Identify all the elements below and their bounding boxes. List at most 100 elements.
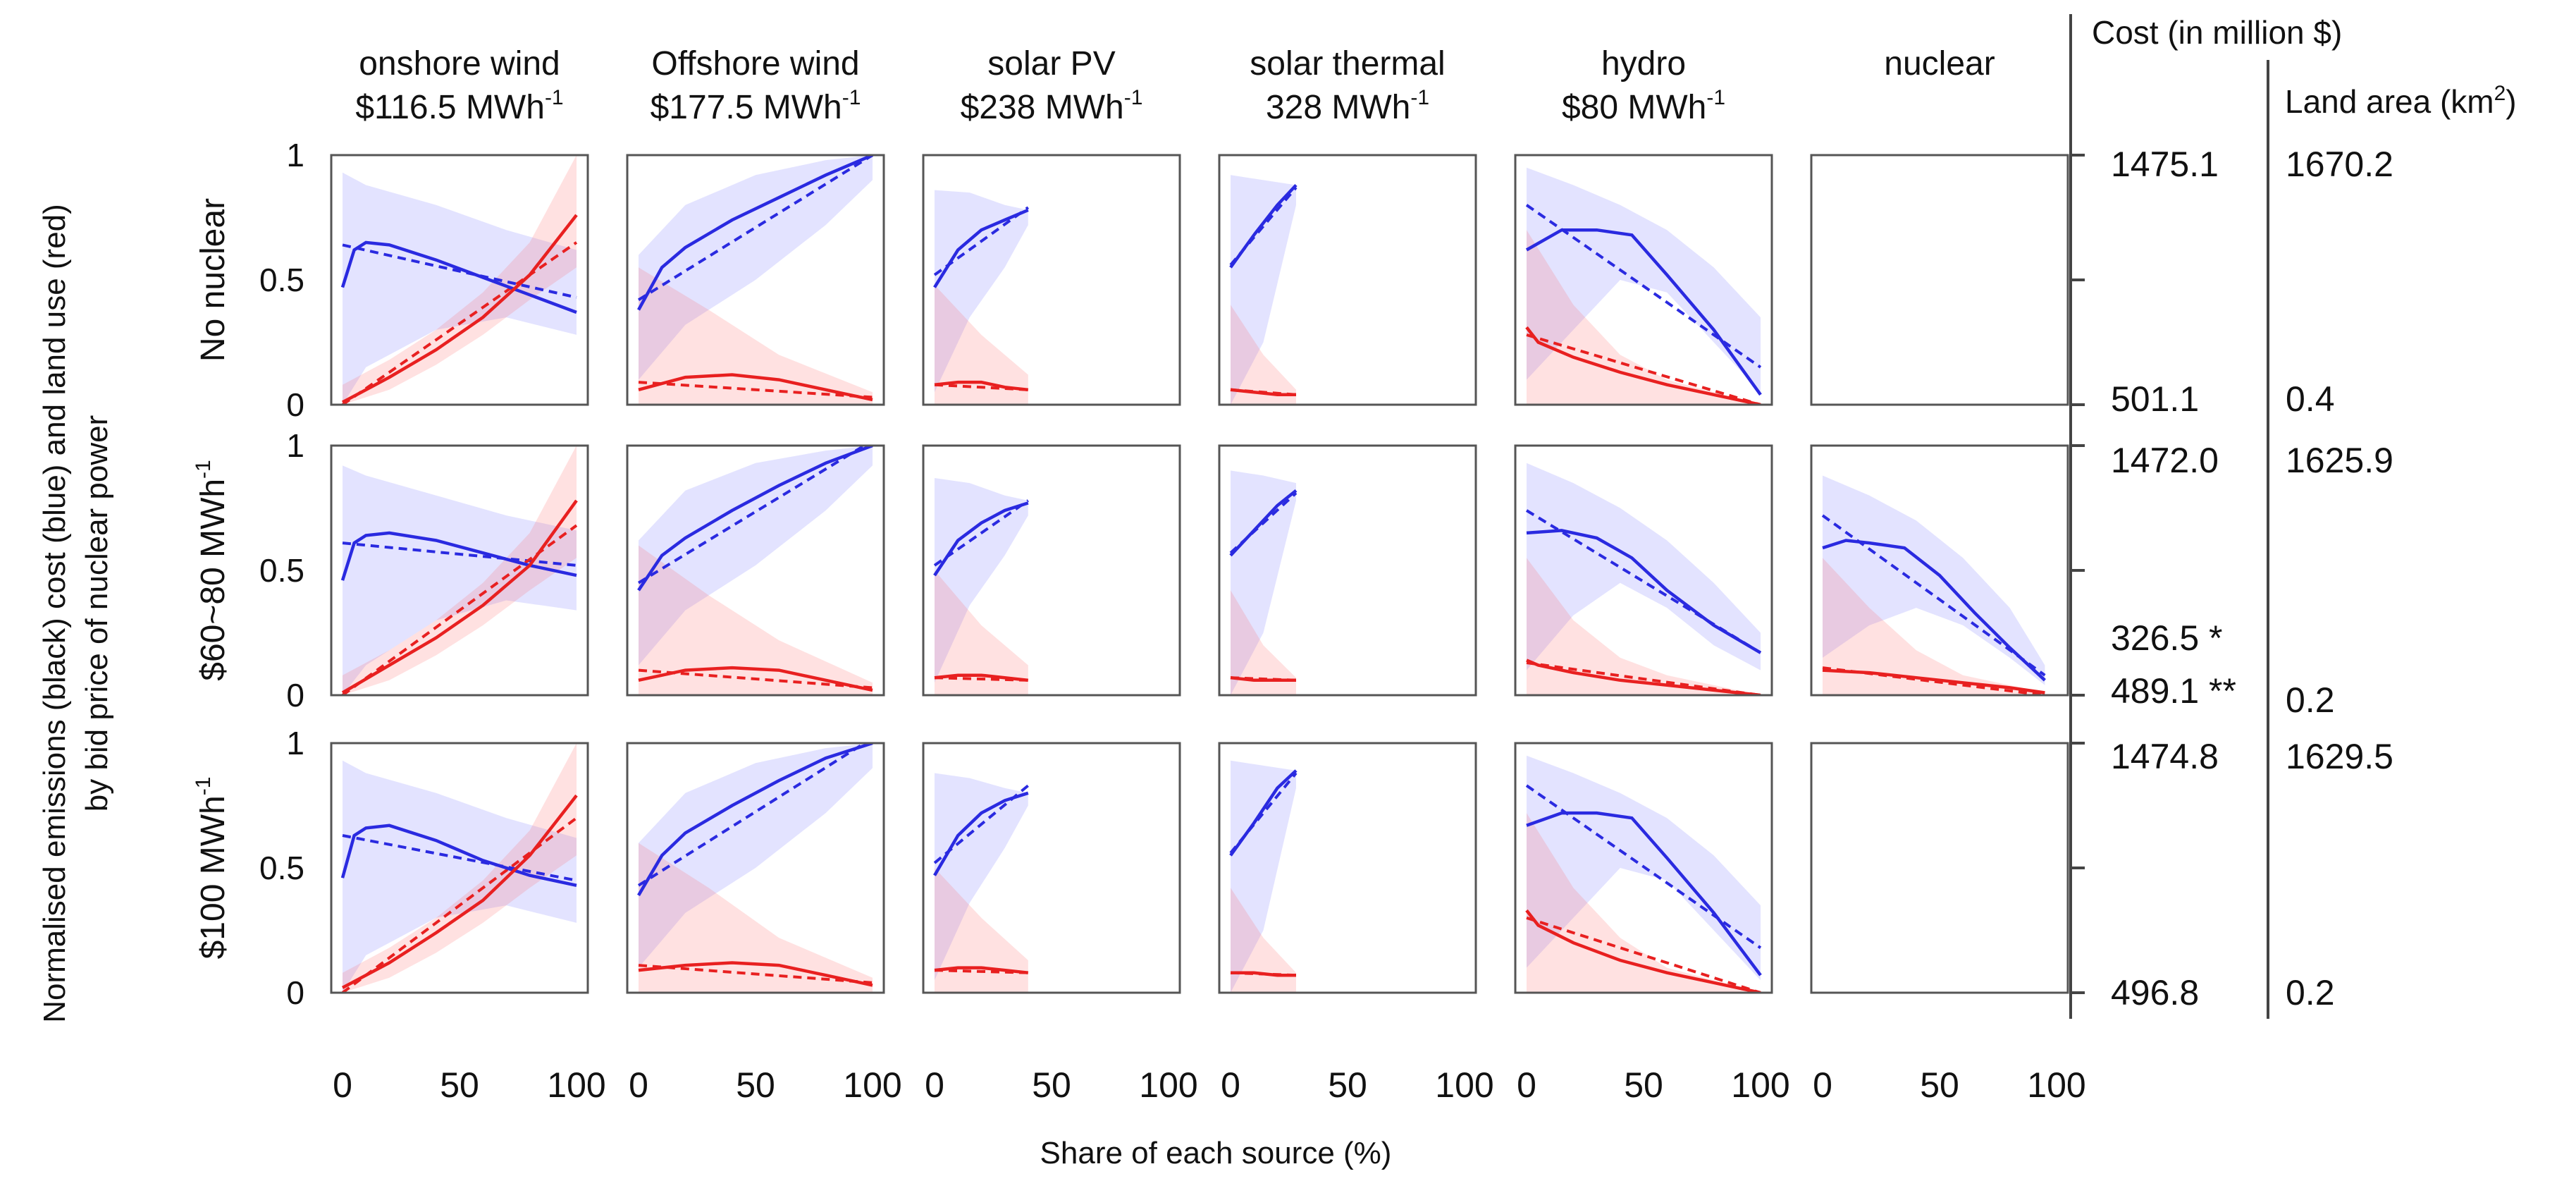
cost-trend-dashed xyxy=(342,834,577,882)
land-use-line xyxy=(1231,971,1296,977)
panel-frame xyxy=(330,154,589,406)
x-tick-label: 100 xyxy=(547,1065,605,1105)
land-use-line xyxy=(638,373,873,402)
cost-line xyxy=(933,791,1029,876)
cost-uncertainty-band xyxy=(639,155,873,380)
cost-line xyxy=(637,743,873,897)
column-price-1: $177.5 MWh-1 xyxy=(651,86,861,126)
panel-frame xyxy=(1810,154,2069,406)
panel-frame xyxy=(1514,742,1773,994)
cost-uncertainty-band xyxy=(1823,475,2045,685)
cost-line xyxy=(1229,183,1298,269)
y-tick-label: 1 xyxy=(286,427,304,464)
panel-r0-c1 xyxy=(626,154,885,406)
column-price-4: $80 MWh-1 xyxy=(1562,86,1725,126)
land-trend-dashed xyxy=(638,668,873,690)
cost-uncertainty-band xyxy=(1231,175,1296,405)
land-min-row1: 0.4 xyxy=(2286,379,2335,419)
land-use-line xyxy=(1822,668,2045,694)
panel-plot-area xyxy=(637,446,873,695)
panel-r1-c2 xyxy=(922,444,1181,697)
panel-plot-area xyxy=(1229,175,1298,405)
panel-r1-c1 xyxy=(626,444,885,697)
panel-frame xyxy=(922,154,1181,406)
y-tick-label: 0.5 xyxy=(259,262,304,298)
cost-line xyxy=(637,446,873,592)
panel-r2-c4 xyxy=(1514,742,1773,994)
land-trend-dashed xyxy=(638,381,873,399)
column-price-unit-superscript: -1 xyxy=(1706,86,1725,109)
x-tick-label: 0 xyxy=(1517,1065,1536,1105)
x-tick-label: 50 xyxy=(440,1065,479,1105)
panel-plot-area xyxy=(1525,755,1762,993)
land-use-line xyxy=(934,966,1029,974)
x-tick-label: 50 xyxy=(736,1065,775,1105)
panel-plot-area xyxy=(1821,475,2046,695)
column-price-value: $177.5 MWh xyxy=(651,89,842,126)
cost-line xyxy=(1526,529,1762,654)
cost-max-row3: 1474.8 xyxy=(2111,737,2219,776)
land-uncertainty-band xyxy=(935,868,1028,993)
land-uncertainty-band xyxy=(1231,590,1296,695)
column-title-0: onshore wind xyxy=(359,45,560,82)
cost-max-row2: 1472.0 xyxy=(2111,441,2219,480)
land-max-row1: 1670.2 xyxy=(2286,145,2393,184)
cost-trend-dashed xyxy=(342,243,577,299)
y-tick-label: 0 xyxy=(286,677,304,714)
cost-uncertainty-band xyxy=(1231,760,1296,993)
panel-frame xyxy=(1218,444,1477,697)
land-use-line xyxy=(1525,909,1761,993)
land-uncertainty-band xyxy=(1527,558,1761,695)
panel-frame xyxy=(1514,444,1773,697)
x-tick-label: 0 xyxy=(333,1065,352,1105)
row-label-0: No nuclear xyxy=(195,198,232,362)
panel-plot-area xyxy=(340,155,578,405)
cost-note-double-star: 489.1 ** xyxy=(2111,671,2236,711)
cost-uncertainty-band xyxy=(343,760,577,993)
panel-r1-c4 xyxy=(1514,444,1773,697)
column-price-value: $116.5 MWh xyxy=(355,89,545,126)
land-uncertainty-band xyxy=(935,570,1028,695)
cost-uncertainty-band xyxy=(343,465,577,695)
land-uncertainty-band xyxy=(639,843,873,993)
land-header-text: Land area (km xyxy=(2285,83,2494,120)
y-tick-label: 0 xyxy=(286,386,304,423)
land-trend-dashed xyxy=(1526,916,1761,993)
panel-r0-c4 xyxy=(1514,154,1773,406)
panel-r2-c5 xyxy=(1810,742,2069,994)
column-title-1: Offshore wind xyxy=(651,45,859,82)
land-use-line xyxy=(934,673,1029,682)
cost-max-row1: 1475.1 xyxy=(2111,145,2219,184)
cost-trend-dashed xyxy=(637,446,868,584)
column-price-2: $238 MWh-1 xyxy=(961,86,1143,126)
y-axis-title-line-2: by bid price of nuclear power xyxy=(80,415,114,812)
land-axis-header: Land area (km2) xyxy=(2285,82,2517,120)
cost-uncertainty-band xyxy=(935,190,1028,393)
y-tick-label: 0 xyxy=(286,974,304,1011)
cost-uncertainty-band xyxy=(1527,167,1761,393)
cost-line xyxy=(637,155,873,311)
cost-line xyxy=(1229,769,1298,857)
land-header-superscript: 2 xyxy=(2494,82,2506,105)
land-uncertainty-band xyxy=(639,267,873,405)
column-price-unit-superscript: -1 xyxy=(545,86,564,109)
land-uncertainty-band xyxy=(1231,305,1296,405)
column-title-5: nuclear xyxy=(1884,45,1995,82)
y-tick-label: 0.5 xyxy=(259,552,304,589)
panel-r0-c5 xyxy=(1810,154,2069,406)
panel-frame xyxy=(1810,742,2069,994)
land-uncertainty-band xyxy=(343,743,577,993)
panel-plot-area xyxy=(933,190,1029,405)
cost-min-row1: 501.1 xyxy=(2111,379,2199,419)
x-tick-label: 50 xyxy=(1328,1065,1367,1105)
panel-frame xyxy=(330,742,589,994)
x-tick-label: 100 xyxy=(1731,1065,1789,1105)
panel-frame xyxy=(626,444,885,697)
cost-line xyxy=(933,208,1029,288)
land-uncertainty-band xyxy=(935,285,1028,405)
column-title-2: solar PV xyxy=(987,45,1115,82)
panel-plot-area xyxy=(340,446,578,695)
column-price-3: 328 MWh-1 xyxy=(1266,86,1429,126)
cost-line xyxy=(1526,811,1762,976)
